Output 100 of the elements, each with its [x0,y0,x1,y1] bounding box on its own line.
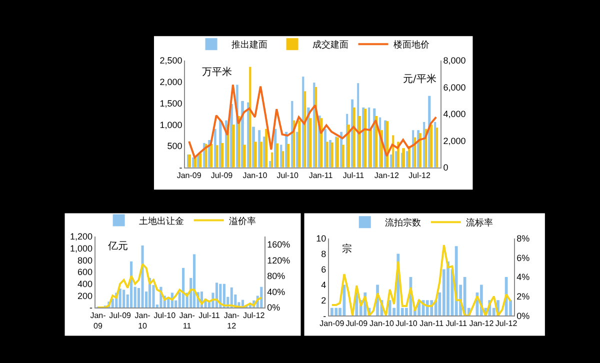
x-tick-label: Jul-11 [342,170,365,180]
y-tick-label: 400 [77,279,92,290]
x-tick-label: Jul-10 [154,311,176,320]
bar [193,254,196,308]
bar [330,308,334,316]
x-tick-label: Jul-09 [109,311,132,320]
y-tick-label: 200 [77,290,92,301]
y-tick-label: 2,000 [160,76,182,87]
x-tick-label: Jan- 12 [224,311,240,331]
x-tick-label: Jul-09 [210,170,234,180]
bar [419,133,422,168]
y2-tick-label: 8% [516,233,530,244]
y-tick-label: 10 [316,233,326,244]
bar [260,142,262,168]
x-tick-label: Jul-10 [276,170,300,180]
bar [260,286,263,308]
y-tick-label: 4 [321,280,326,290]
x-tick-label: Jul-12 [408,170,431,180]
y2-tick-label: 0 [443,162,448,173]
bar [271,152,274,168]
y-tick-label: 1,500 [160,98,182,108]
bar [358,116,361,168]
y-tick-label: 2 [321,295,326,306]
line-series [188,84,438,159]
bar [375,116,378,168]
bar [353,107,356,168]
y-tick-label: 800 [77,255,92,266]
bar [210,144,213,168]
bar [182,268,185,308]
x-tick-label: Jul-11 [198,311,220,320]
bar [423,122,426,168]
x-tick-label: Jan-09 [320,319,345,328]
bar [214,128,216,168]
y2-tick-label: 4,000 [443,109,466,120]
bar [291,101,294,168]
bar [254,142,257,168]
bar [430,124,433,168]
line-series [330,244,512,316]
bar [309,118,312,168]
y-tick-label: 1,200 [70,232,92,242]
y-tick-label: 600 [77,267,92,278]
bar [342,144,344,168]
y2-tick-label: 80% [267,271,286,282]
bar [216,145,218,168]
y2-tick-label: 0% [516,310,530,321]
bar [265,128,268,168]
legend-label: 楼面地价 [393,40,430,50]
bar [313,82,316,168]
y2-tick-label: 0% [267,302,280,313]
x-tick-label: Jul-12 [242,311,266,320]
bar [276,143,278,168]
y2-tick-label: 2% [516,291,530,302]
bar [280,144,282,168]
y-tick-label: 1,000 [70,244,92,254]
x-tick-label: Jan-11 [420,319,444,328]
x-tick-label: Jul-11 [446,319,468,328]
bar [287,144,290,168]
bar [304,91,306,168]
legend-label: 流拍宗数 [384,218,421,228]
y-tick-label: 8 [321,248,326,259]
y-tick-label: 1,000 [160,120,182,130]
bar [118,288,122,308]
bar [298,120,301,168]
y2-tick-label: 4% [516,272,530,282]
bar [331,142,334,168]
bar [232,124,235,168]
y2-tick-label: 8,000 [443,56,466,66]
line-series [96,263,262,308]
y-tick-label: 500 [167,141,182,152]
y2-tick-label: 2,000 [443,136,466,146]
y-axis-title: 万平米 [202,66,232,78]
bar [282,151,284,168]
x-tick-label: Jul-12 [495,319,518,328]
y-tick-label: - [179,162,182,173]
legend-label: 流标率 [466,218,493,228]
bar [122,290,126,308]
bar [302,76,304,168]
bar [221,142,224,168]
y2-tick-label: 6,000 [443,82,466,92]
y2-tick-label: 40% [267,286,286,297]
legend-label: 土地出让金 [138,216,184,226]
bar [434,122,436,168]
x-tick-label: Jan-10 [242,170,268,180]
bar [249,66,252,168]
y-tick-label: - [323,310,326,321]
y-tick-label: 2,500 [160,56,182,66]
legend-label: 溢价率 [228,216,256,226]
bar [141,245,144,308]
bar [334,308,338,316]
bar [347,124,350,168]
bar [436,128,438,168]
y-axis-title: 宗 [342,243,352,255]
x-tick-label: Jan-10 [370,319,395,328]
x-tick-label: Jan-09 [176,170,202,180]
legend-label: 成交建面 [312,40,348,50]
bar [414,137,416,168]
bar [369,128,372,168]
bar [324,128,326,168]
legend-label: 推出建面 [231,40,268,50]
bar [243,144,246,168]
